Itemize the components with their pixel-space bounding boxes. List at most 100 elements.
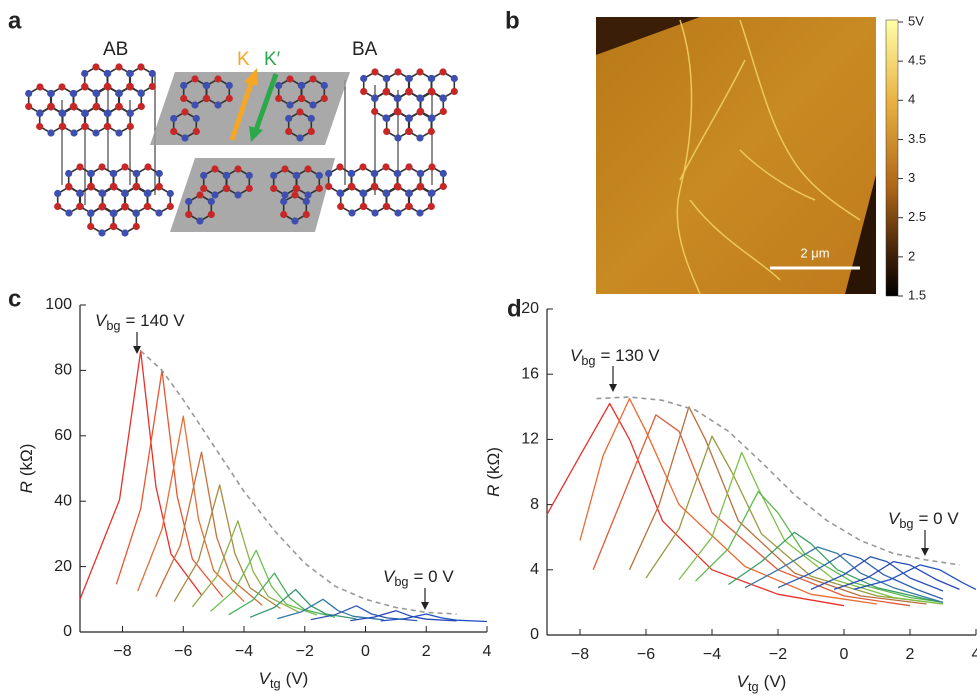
arrow-head [921,548,929,556]
panel-label: a [8,7,22,34]
symbol: V [95,311,108,330]
rich-label: R (kΩ) [17,444,36,494]
rich-label: Vbg = 130 V [570,346,660,368]
x-tick-label: −4 [703,646,721,663]
symbol: V [570,346,583,365]
symbol: V [737,672,750,691]
subscript: tg [748,679,759,694]
y-tick-label: 80 [54,362,72,379]
afm-image [596,17,876,295]
y-tick-label: 12 [521,431,539,448]
colorbar-tick-label: 2 [908,248,915,263]
curve [592,414,911,607]
curve [210,549,318,616]
curve [277,598,384,621]
stacking-label: BA [352,39,378,60]
stacking-label: AB [103,39,128,60]
x-tick-label: 4 [972,646,977,663]
y-tick-label: 4 [530,561,539,578]
subscript: tg [270,676,281,691]
curve [191,520,299,613]
curve [833,560,960,591]
symbol: R [484,485,503,497]
rich-label: Vtg (V) [737,672,787,694]
curve [380,613,488,623]
unit: (V) [286,669,309,688]
colorbar-tick-label: 5V [908,13,924,28]
subscript: bg [106,318,120,333]
x-tick-label: −8 [113,643,131,660]
curve [249,588,357,620]
curve [678,451,944,605]
x-tick-label: −4 [235,643,253,660]
envelope [140,350,457,615]
x-tick-label: 0 [361,643,370,660]
y-tick-label: 40 [54,492,72,509]
curve [310,605,418,622]
arrow-head [133,346,141,354]
y-tick-label: 20 [521,300,539,317]
x-tick-label: −8 [571,646,589,663]
curve [173,484,281,610]
text: = 140 V [126,311,186,330]
unit: (V) [764,672,787,691]
curve [777,552,944,600]
x-tick-label: 0 [840,646,849,663]
symbol: V [888,509,901,528]
panel-label: b [505,7,520,34]
curve [579,397,878,605]
valley-label: K′ [264,49,281,70]
colorbar-tick-label: 3.5 [908,131,926,146]
x-tick-label: 2 [906,646,915,663]
y-tick-label: 0 [530,626,539,643]
y-tick-label: 20 [54,558,72,575]
curve [115,369,224,598]
curve [228,572,336,618]
curve [546,402,845,607]
y-tick-label: 60 [54,427,72,444]
rich-label: Vbg = 140 V [95,311,185,333]
text: = 130 V [601,346,661,365]
unit: (kΩ) [484,447,503,480]
subscript: bg [581,353,595,368]
curve [137,415,245,603]
curve [155,451,263,606]
colorbar-tick-label: 4.5 [908,53,926,68]
x-tick-label: 4 [483,643,492,660]
curve [728,531,944,604]
curve [79,350,203,600]
symbol: V [383,567,396,586]
x-tick-label: 2 [422,643,431,660]
curve [744,546,944,604]
rich-label: Vbg = 0 V [383,567,454,589]
curve [350,610,457,622]
y-tick-label: 100 [45,296,72,313]
valley-label: K [237,49,250,70]
x-tick-label: −6 [174,643,192,660]
colorbar-tick-label: 4 [908,92,915,107]
arrow-head [421,602,429,610]
x-tick-label: −2 [769,646,787,663]
rich-label: Vtg (V) [259,669,309,691]
scale-bar-label: 2 μm [800,245,829,260]
colorbar-tick-label: 3 [908,170,915,185]
text: = 0 V [919,509,960,528]
x-tick-label: −6 [637,646,655,663]
colorbar [885,19,899,297]
colorbar-tick-label: 1.5 [908,287,926,302]
colorbar-tick-label: 2.5 [908,209,926,224]
subscript: bg [899,516,913,531]
curve [645,435,944,605]
unit: (kΩ) [17,444,36,477]
envelope [596,396,960,566]
symbol: R [17,481,36,493]
y-tick-label: 0 [63,623,72,640]
y-tick-label: 16 [521,365,539,382]
y-tick-label: 8 [530,496,539,513]
panel-label: d [507,295,522,322]
rich-label: R (kΩ) [484,447,503,497]
text: = 0 V [414,567,455,586]
rich-label: Vbg = 0 V [888,509,959,531]
lattice-diagram [24,62,459,238]
